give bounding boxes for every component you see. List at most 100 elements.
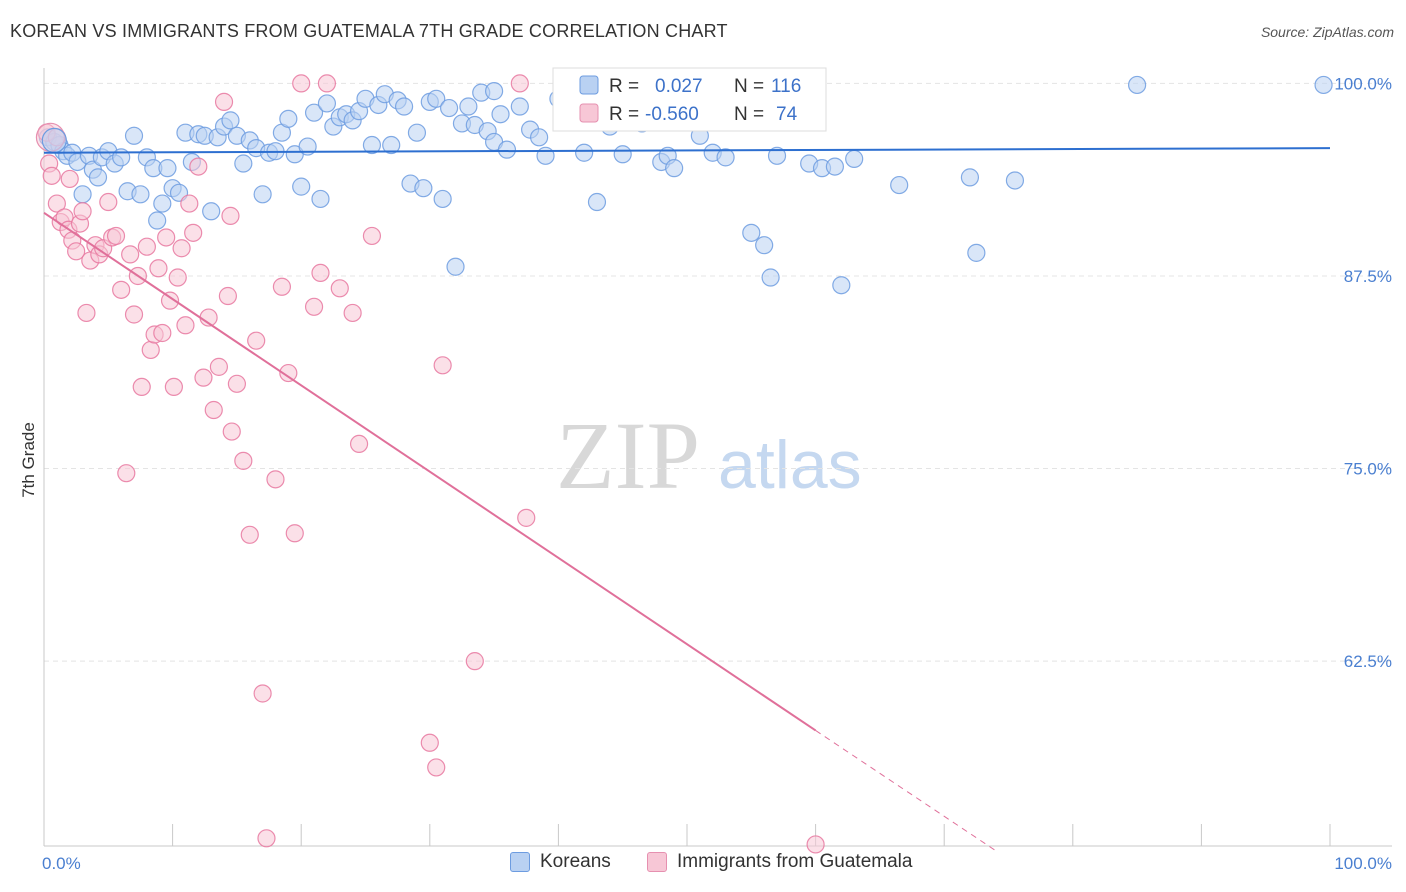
guatemala-point-41 bbox=[204, 400, 223, 420]
korean-point-99 bbox=[767, 146, 787, 165]
korean-point-17 bbox=[131, 185, 150, 204]
korean-point-109 bbox=[1005, 171, 1025, 190]
korean-point-97 bbox=[755, 236, 774, 255]
guatemala-point-37 bbox=[184, 223, 203, 242]
guatemala-point-32 bbox=[164, 377, 183, 397]
guatemala-point-38 bbox=[189, 157, 208, 176]
legend-swatch-koreans-bottom bbox=[510, 852, 530, 872]
guatemala-point-19 bbox=[112, 280, 131, 299]
guatemala-point-51 bbox=[257, 829, 276, 848]
guatemala-point-50 bbox=[253, 684, 272, 703]
guatemala-point-55 bbox=[285, 524, 304, 543]
korean-point-62 bbox=[414, 179, 433, 198]
korean-point-10 bbox=[88, 168, 108, 187]
korean-point-57 bbox=[382, 135, 401, 155]
korean-point-34 bbox=[234, 154, 253, 173]
guatemala-point-31 bbox=[160, 291, 180, 310]
korean-point-98 bbox=[761, 268, 780, 287]
guatemala-point-69 bbox=[517, 508, 536, 527]
legend-label-guatemala: Immigrants from Guatemala bbox=[677, 851, 913, 872]
legend-n-label-1: N = bbox=[734, 76, 764, 97]
guatemala-point-18 bbox=[106, 226, 126, 246]
chart-title: KOREAN VS IMMIGRANTS FROM GUATEMALA 7TH … bbox=[10, 21, 728, 41]
guatemala-point-2 bbox=[42, 166, 61, 185]
korean-point-65 bbox=[433, 189, 452, 209]
legend-swatch-guatemala-bottom bbox=[647, 852, 667, 872]
korean-point-64 bbox=[427, 89, 446, 108]
korean-point-67 bbox=[446, 257, 465, 276]
legend-label-koreans: Koreans bbox=[540, 851, 611, 872]
guatemala-point-64 bbox=[420, 733, 439, 752]
guatemala-point-3 bbox=[47, 194, 66, 213]
korean-point-94 bbox=[716, 148, 735, 167]
korean-point-41 bbox=[279, 109, 298, 128]
guatemala-point-45 bbox=[222, 422, 241, 441]
korean-point-74 bbox=[491, 105, 510, 124]
legend-swatch-guatemala bbox=[579, 103, 599, 123]
guatemala-point-48 bbox=[240, 525, 259, 544]
x-tick-label-0: 0.0% bbox=[42, 854, 81, 873]
korean-point-107 bbox=[960, 168, 980, 187]
guatemala-point-29 bbox=[153, 323, 172, 343]
guatemala-point-16 bbox=[99, 192, 118, 212]
korean-point-large bbox=[41, 127, 67, 154]
guatemala-point-72 bbox=[60, 169, 79, 189]
guatemala-point-26 bbox=[141, 340, 160, 360]
guatemala-point-68 bbox=[510, 74, 529, 93]
korean-point-66 bbox=[439, 98, 459, 118]
korean-point-20 bbox=[148, 211, 167, 230]
guatemala-point-11 bbox=[77, 303, 96, 323]
korean-point-54 bbox=[362, 135, 382, 155]
guatemala-point-39 bbox=[194, 368, 213, 387]
guatemala-point-43 bbox=[214, 92, 234, 111]
y-tick-label-2: 75.0% bbox=[1344, 460, 1392, 479]
korean-point-29 bbox=[202, 202, 221, 221]
guatemala-point-70 bbox=[806, 835, 825, 854]
korean-point-21 bbox=[153, 194, 172, 213]
korean-point-43 bbox=[292, 177, 311, 196]
guatemala-point-60 bbox=[330, 279, 349, 298]
korean-point-78 bbox=[530, 128, 549, 147]
korean-point-79 bbox=[536, 146, 555, 165]
guatemala-point-46 bbox=[227, 374, 246, 393]
korean-point-105 bbox=[845, 149, 864, 168]
legend-r-label-1: R = bbox=[609, 76, 639, 97]
guatemala-point-8 bbox=[67, 242, 86, 261]
legend-r-value-2: -0.560 bbox=[645, 104, 699, 125]
guatemala-point-63 bbox=[362, 226, 382, 246]
guatemala-point-47 bbox=[234, 451, 253, 470]
korean-point-59 bbox=[394, 97, 414, 116]
guatemala-point-66 bbox=[433, 356, 452, 375]
korean-point-106 bbox=[890, 175, 909, 195]
guatemala-trend-line bbox=[43, 211, 817, 732]
y-tick-label-1: 87.5% bbox=[1344, 267, 1392, 286]
guatemala-point-49 bbox=[247, 331, 266, 350]
trend-lines bbox=[43, 147, 1331, 852]
korean-point-32 bbox=[221, 111, 240, 130]
legend-item-koreans: Koreans bbox=[510, 851, 611, 873]
guatemala-point-53 bbox=[272, 277, 292, 296]
legend-n-value-1: 116 bbox=[771, 76, 801, 97]
guatemala-point-35 bbox=[176, 316, 195, 335]
legend-item-guatemala: Immigrants from Guatemala bbox=[647, 851, 912, 873]
y-axis-title: 7th Grade bbox=[19, 422, 38, 498]
guatemala-point-28 bbox=[149, 259, 168, 278]
legend-n-value-2: 74 bbox=[776, 104, 798, 125]
korean-point-69 bbox=[459, 97, 478, 116]
legend-r-label-2: R = bbox=[609, 104, 639, 125]
guatemala-point-54 bbox=[279, 363, 298, 383]
korean-point-104 bbox=[832, 276, 851, 295]
korean-point-83 bbox=[587, 192, 607, 212]
guatemala-point-61 bbox=[343, 303, 362, 323]
korean-point-90 bbox=[665, 159, 684, 178]
watermark-atlas: atlas bbox=[718, 427, 862, 503]
korean-point-108 bbox=[967, 243, 986, 262]
korean-point-96 bbox=[742, 223, 761, 242]
korean-point-112 bbox=[485, 82, 504, 101]
korean-point-46 bbox=[311, 189, 330, 209]
guatemala-point-65 bbox=[427, 758, 446, 777]
guatemala-point-24 bbox=[132, 377, 151, 397]
korean-point-14 bbox=[112, 148, 131, 167]
y-tick-label-0: 100.0% bbox=[1334, 74, 1392, 93]
